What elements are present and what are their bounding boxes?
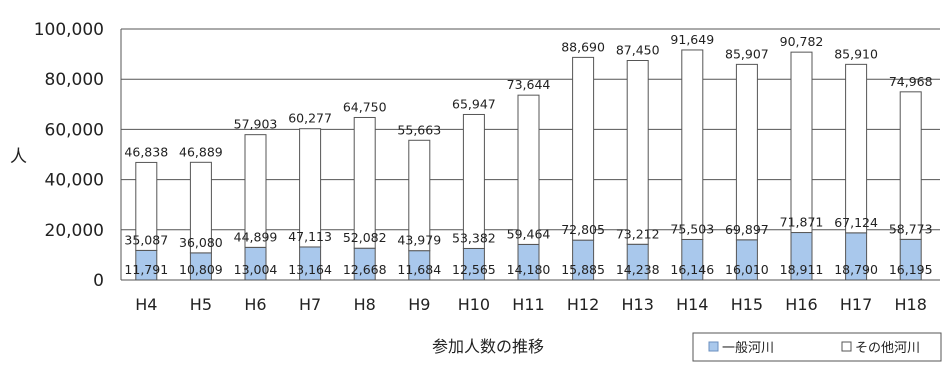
data-label-series-2: 75,503 (670, 221, 714, 236)
data-label-series-2: 59,464 (507, 226, 551, 241)
data-label-series-2: 73,212 (616, 226, 660, 241)
data-label-total: 87,450 (616, 43, 660, 58)
x-tick-label: H16 (785, 295, 817, 314)
y-tick-label: 60,000 (45, 120, 104, 140)
bar-segment-series-2 (408, 139, 431, 252)
data-label-series-1: 12,565 (452, 262, 496, 277)
x-axis-label: 参加人数の推移 (432, 337, 544, 356)
data-label-series-2: 67,124 (834, 215, 878, 230)
data-label-series-2: 43,979 (397, 233, 441, 248)
legend-label-series-2: その他河川 (855, 341, 920, 356)
bar-segment-series-2 (299, 128, 322, 248)
x-tick-label: H4 (135, 295, 157, 314)
data-label-total: 90,782 (780, 34, 824, 49)
x-tick-label: H13 (622, 295, 654, 314)
bar-segment-series-2 (790, 51, 813, 234)
data-label-total: 57,903 (234, 117, 278, 132)
data-label-series-1: 13,164 (288, 262, 332, 277)
data-label-total: 91,649 (670, 32, 714, 47)
bar-segment-series-2 (517, 94, 540, 245)
x-tick-label: H6 (244, 295, 266, 314)
data-label-total: 73,644 (507, 77, 551, 92)
data-label-series-2: 35,087 (124, 232, 168, 247)
data-label-series-2: 71,871 (780, 215, 824, 230)
data-label-total: 60,277 (288, 111, 332, 126)
data-label-series-2: 36,080 (179, 235, 223, 250)
legend-label-series-1: 一般河川 (722, 340, 774, 356)
x-tick-label: H9 (408, 295, 430, 314)
data-label-series-1: 18,790 (834, 262, 878, 277)
bar-segment-series-2 (735, 63, 758, 241)
data-label-series-2: 47,113 (288, 229, 332, 244)
y-tick-label: 80,000 (45, 70, 104, 90)
bar-segment-series-2 (135, 161, 158, 251)
data-label-series-2: 52,082 (343, 230, 387, 245)
y-tick-label: 100,000 (34, 20, 104, 40)
bar-segment-series-2 (353, 116, 376, 249)
data-label-total: 85,907 (725, 46, 769, 61)
data-label-series-1: 14,238 (616, 262, 660, 277)
data-label-series-2: 44,899 (234, 229, 278, 244)
x-tick-label: H7 (299, 295, 321, 314)
axes: 0 20,000 40,000 60,000 80,000 100,000 H4 H5 H6 H7… (34, 20, 940, 314)
y-tick-label: 40,000 (45, 171, 104, 191)
y-axis-label: 人 (10, 147, 27, 167)
data-labels: 46,838 35,087 11,791 46,889 36,080 10,809 57,9… (124, 32, 932, 277)
data-label-series-2: 58,773 (889, 221, 933, 236)
data-label-total: 55,663 (397, 122, 441, 137)
data-label-series-1: 14,180 (507, 262, 551, 277)
data-label-series-1: 13,004 (234, 262, 278, 277)
bar-segment-series-2 (681, 49, 704, 240)
data-label-series-2: 69,897 (725, 222, 769, 237)
data-label-total: 46,889 (179, 144, 223, 159)
data-label-total: 46,838 (124, 144, 168, 159)
y-tick-label: 0 (93, 271, 104, 291)
data-label-total: 88,690 (561, 39, 605, 54)
data-label-series-1: 18,911 (780, 262, 824, 277)
data-label-series-1: 16,195 (889, 262, 933, 277)
data-label-total: 85,910 (834, 46, 878, 61)
data-label-series-1: 15,885 (561, 262, 605, 277)
bar-segment-series-2 (626, 60, 649, 245)
data-label-series-1: 16,010 (725, 262, 769, 277)
data-label-total: 65,947 (452, 96, 496, 111)
x-tick-label: H8 (354, 295, 376, 314)
data-label-series-1: 12,668 (343, 262, 387, 277)
x-tick-label: H11 (512, 295, 544, 314)
legend: 一般河川 その他河川 (692, 332, 942, 362)
data-label-series-1: 11,684 (397, 262, 441, 277)
legend-box (692, 332, 942, 362)
x-tick-label: H5 (190, 295, 212, 314)
data-label-series-1: 16,146 (670, 262, 714, 277)
data-label-series-1: 10,809 (179, 262, 223, 277)
bars (135, 49, 922, 281)
x-tick-label: H10 (458, 295, 490, 314)
bar-segment-series-2 (189, 161, 212, 254)
bar-segment-series-2 (244, 134, 267, 248)
bar-segment-series-2 (845, 63, 868, 234)
legend-swatch-series-2 (841, 341, 852, 352)
legend-swatch-series-1 (708, 341, 719, 352)
data-label-series-2: 72,805 (561, 222, 605, 237)
data-label-total: 64,750 (343, 99, 387, 114)
bar-segment-series-2 (462, 113, 485, 249)
data-label-series-1: 11,791 (124, 262, 168, 277)
bar-segment-series-2 (899, 91, 922, 240)
x-tick-label: H15 (731, 295, 763, 314)
bar-segment-series-2 (572, 56, 595, 241)
data-label-total: 74,968 (889, 74, 933, 89)
y-tick-label: 20,000 (45, 221, 104, 241)
x-tick-label: H14 (676, 295, 708, 314)
x-tick-label: H12 (567, 295, 599, 314)
x-tick-label: H17 (840, 295, 872, 314)
data-label-series-2: 53,382 (452, 230, 496, 245)
x-tick-label: H18 (895, 295, 927, 314)
